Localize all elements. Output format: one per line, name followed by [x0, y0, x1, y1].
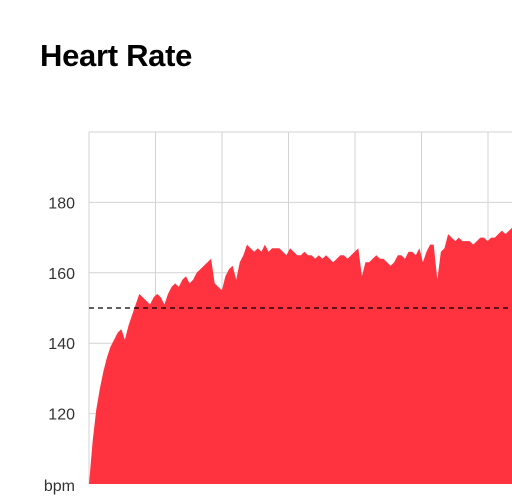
y-tick-label-180: 180	[48, 195, 75, 212]
chart-area-layer	[89, 227, 512, 484]
y-tick-label-120: 120	[48, 407, 75, 424]
heart-rate-area	[89, 227, 512, 484]
y-tick-label-160: 160	[48, 266, 75, 283]
page-title: Heart Rate	[40, 38, 193, 73]
chart-y-axis: 120 140 160 180 bpm	[44, 195, 75, 495]
y-tick-label-140: 140	[48, 336, 75, 353]
y-axis-unit-label: bpm	[44, 478, 75, 495]
